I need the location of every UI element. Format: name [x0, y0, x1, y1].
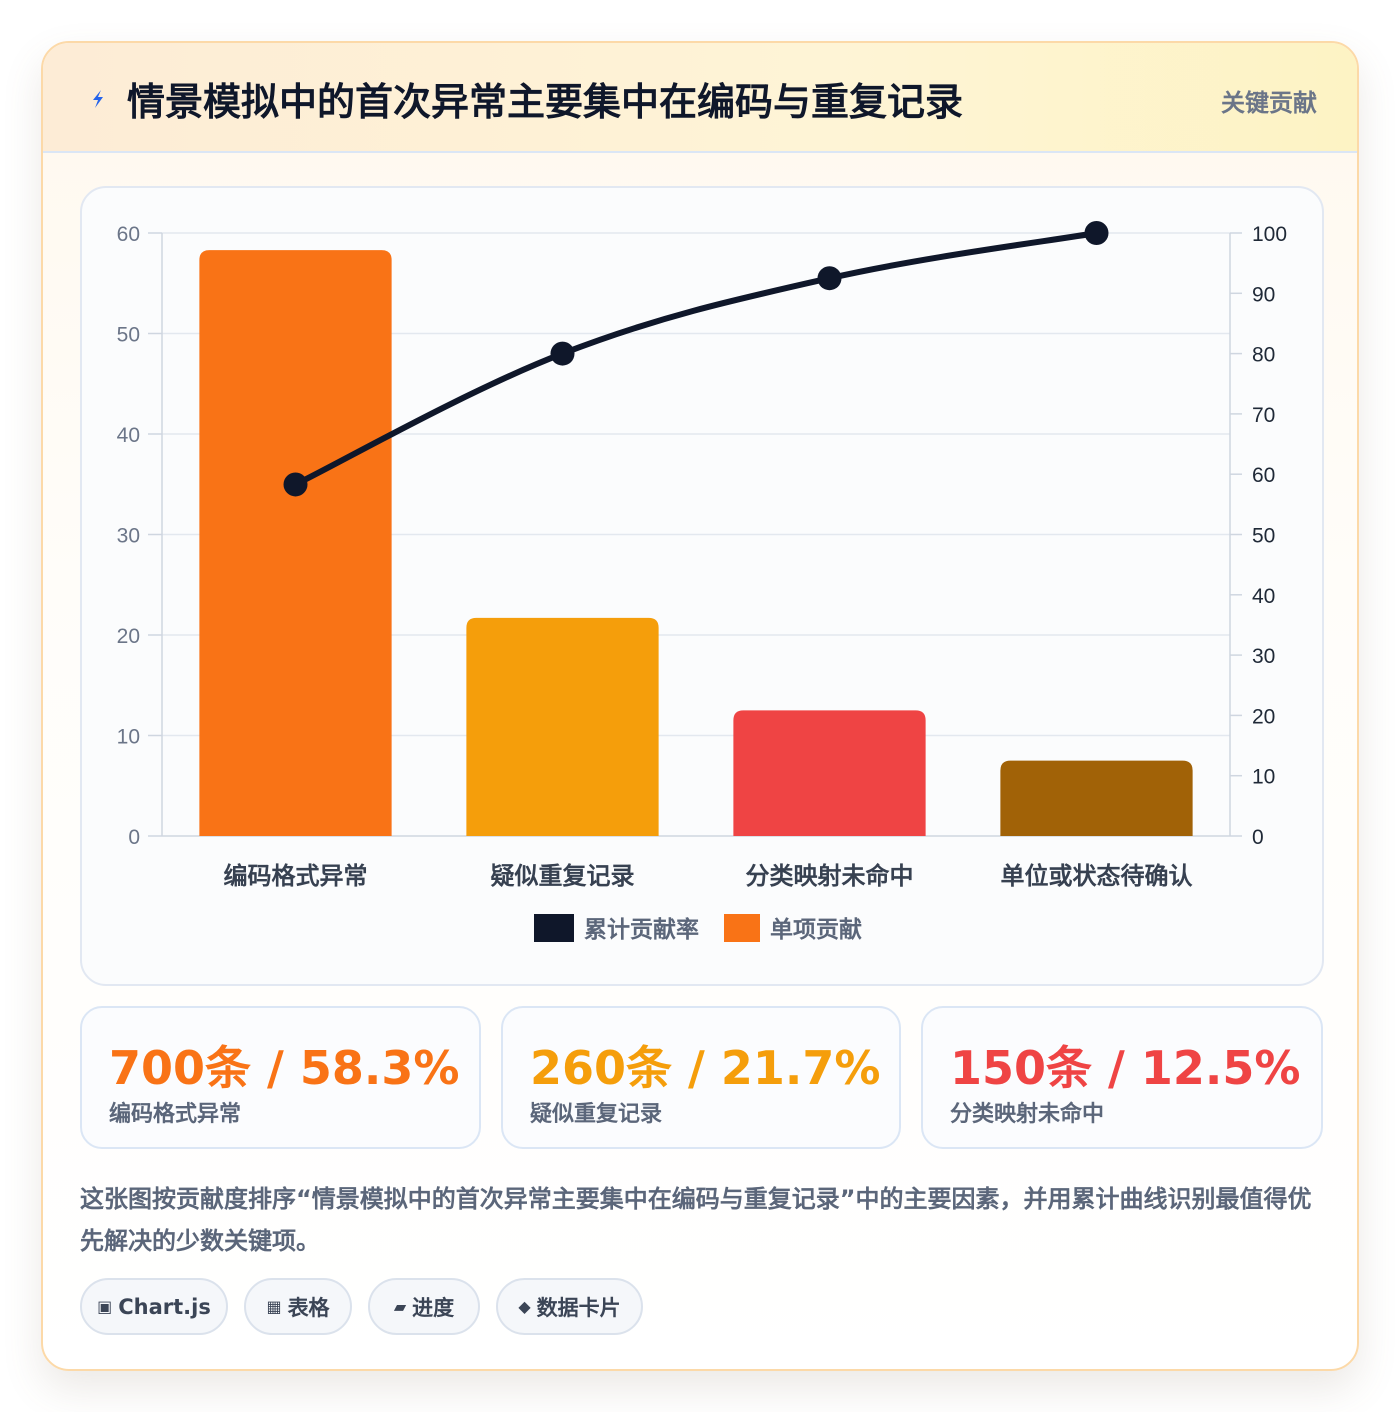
- chart-card: 情景模拟中的首次异常主要集中在编码与重复记录 关键贡献 0 10 20 30 40 50 6…: [41, 41, 1359, 1371]
- chip-label: Chart.js: [118, 1294, 211, 1319]
- bar: [1000, 760, 1193, 836]
- pareto-chart: 0 10 20 30 40 50 60 0 10 20 30 40 50 60 70 80 90 100 编码格式异…: [117, 221, 1287, 943]
- progress-icon: ▰: [393, 1297, 407, 1316]
- y-right-tick-label: 0: [1252, 826, 1264, 849]
- card-header: 情景模拟中的首次异常主要集中在编码与重复记录 关键贡献: [43, 43, 1357, 153]
- y-left-tick-label: 50: [117, 324, 140, 347]
- y-right-tick-label: 50: [1252, 525, 1275, 548]
- x-tick-label: 编码格式异常: [224, 862, 368, 890]
- bar: [199, 250, 392, 837]
- chart-icon: ▣: [97, 1297, 113, 1316]
- y-right-tick-label: 10: [1252, 766, 1275, 789]
- y-right-tick-label: 100: [1252, 223, 1287, 246]
- chip-label: 进度: [412, 1295, 455, 1320]
- chip-table[interactable]: ▦ 表格: [244, 1278, 352, 1335]
- chart-panel: 0 10 20 30 40 50 60 0 10 20 30 40 50 60 70 80 90 100 编码格式异…: [80, 186, 1324, 986]
- cumulative-point: [817, 266, 842, 291]
- stat-label: 编码格式异常: [109, 1102, 242, 1127]
- cumulative-line: [292, 230, 1100, 488]
- stat-label: 分类映射未命中: [950, 1102, 1105, 1127]
- y-left-tick-label: 20: [117, 625, 140, 648]
- page-title: 情景模拟中的首次异常主要集中在编码与重复记录: [127, 80, 964, 124]
- bar: [466, 617, 659, 836]
- stat-card-2: 260条 / 21.7% 疑似重复记录: [501, 1006, 901, 1149]
- y-right-tick-label: 20: [1252, 705, 1275, 728]
- cumulative-point: [550, 341, 575, 366]
- stat-value: 700条 / 58.3%: [109, 1041, 460, 1095]
- diamond-icon: ◆: [518, 1297, 531, 1316]
- stat-card-3: 150条 / 12.5% 分类映射未命中: [921, 1006, 1323, 1149]
- x-tick-label: 单位或状态待确认: [1001, 862, 1193, 890]
- y-left-tick-label: 10: [117, 726, 140, 749]
- legend-label: 累计贡献率: [584, 916, 699, 943]
- stat-card-1: 700条 / 58.3% 编码格式异常: [80, 1006, 481, 1149]
- cumulative-point: [1084, 221, 1109, 245]
- y-left-tick-label: 0: [128, 826, 140, 849]
- y-right-tick-label: 40: [1252, 585, 1275, 608]
- chip-label: 表格: [287, 1295, 330, 1320]
- chip-data-card[interactable]: ◆ 数据卡片: [496, 1278, 643, 1335]
- y-right-tick-label: 30: [1252, 645, 1275, 668]
- x-tick-label: 分类映射未命中: [746, 862, 914, 890]
- stat-value: 150条 / 12.5%: [950, 1041, 1301, 1095]
- y-right-tick-label: 80: [1252, 344, 1275, 367]
- y-right-tick-label: 70: [1252, 404, 1275, 427]
- stat-label: 疑似重复记录: [530, 1102, 663, 1127]
- legend-label: 单项贡献: [770, 917, 862, 943]
- header-tag: 关键贡献: [1221, 89, 1317, 117]
- lightning-icon: [93, 90, 103, 108]
- chip-label: 数据卡片: [536, 1295, 621, 1320]
- y-left-tick-label: 30: [117, 525, 140, 548]
- legend-swatch: [534, 914, 574, 942]
- table-icon: ▦: [266, 1297, 282, 1316]
- x-tick-label: 疑似重复记录: [491, 862, 635, 890]
- cumulative-point: [283, 472, 308, 497]
- chip-chartjs[interactable]: ▣ Chart.js: [80, 1278, 228, 1335]
- bar: [733, 710, 926, 836]
- y-right-tick-label: 60: [1252, 464, 1275, 487]
- chart-description: 这张图按贡献度排序“情景模拟中的首次异常主要集中在编码与重复记录”中的主要因素，…: [80, 1185, 1312, 1255]
- chip-progress[interactable]: ▰ 进度: [368, 1278, 480, 1335]
- y-left-tick-label: 60: [117, 223, 140, 246]
- y-right-tick-label: 90: [1252, 283, 1275, 306]
- legend-swatch: [724, 914, 760, 942]
- y-left-tick-label: 40: [117, 424, 140, 447]
- stat-value: 260条 / 21.7%: [530, 1041, 881, 1095]
